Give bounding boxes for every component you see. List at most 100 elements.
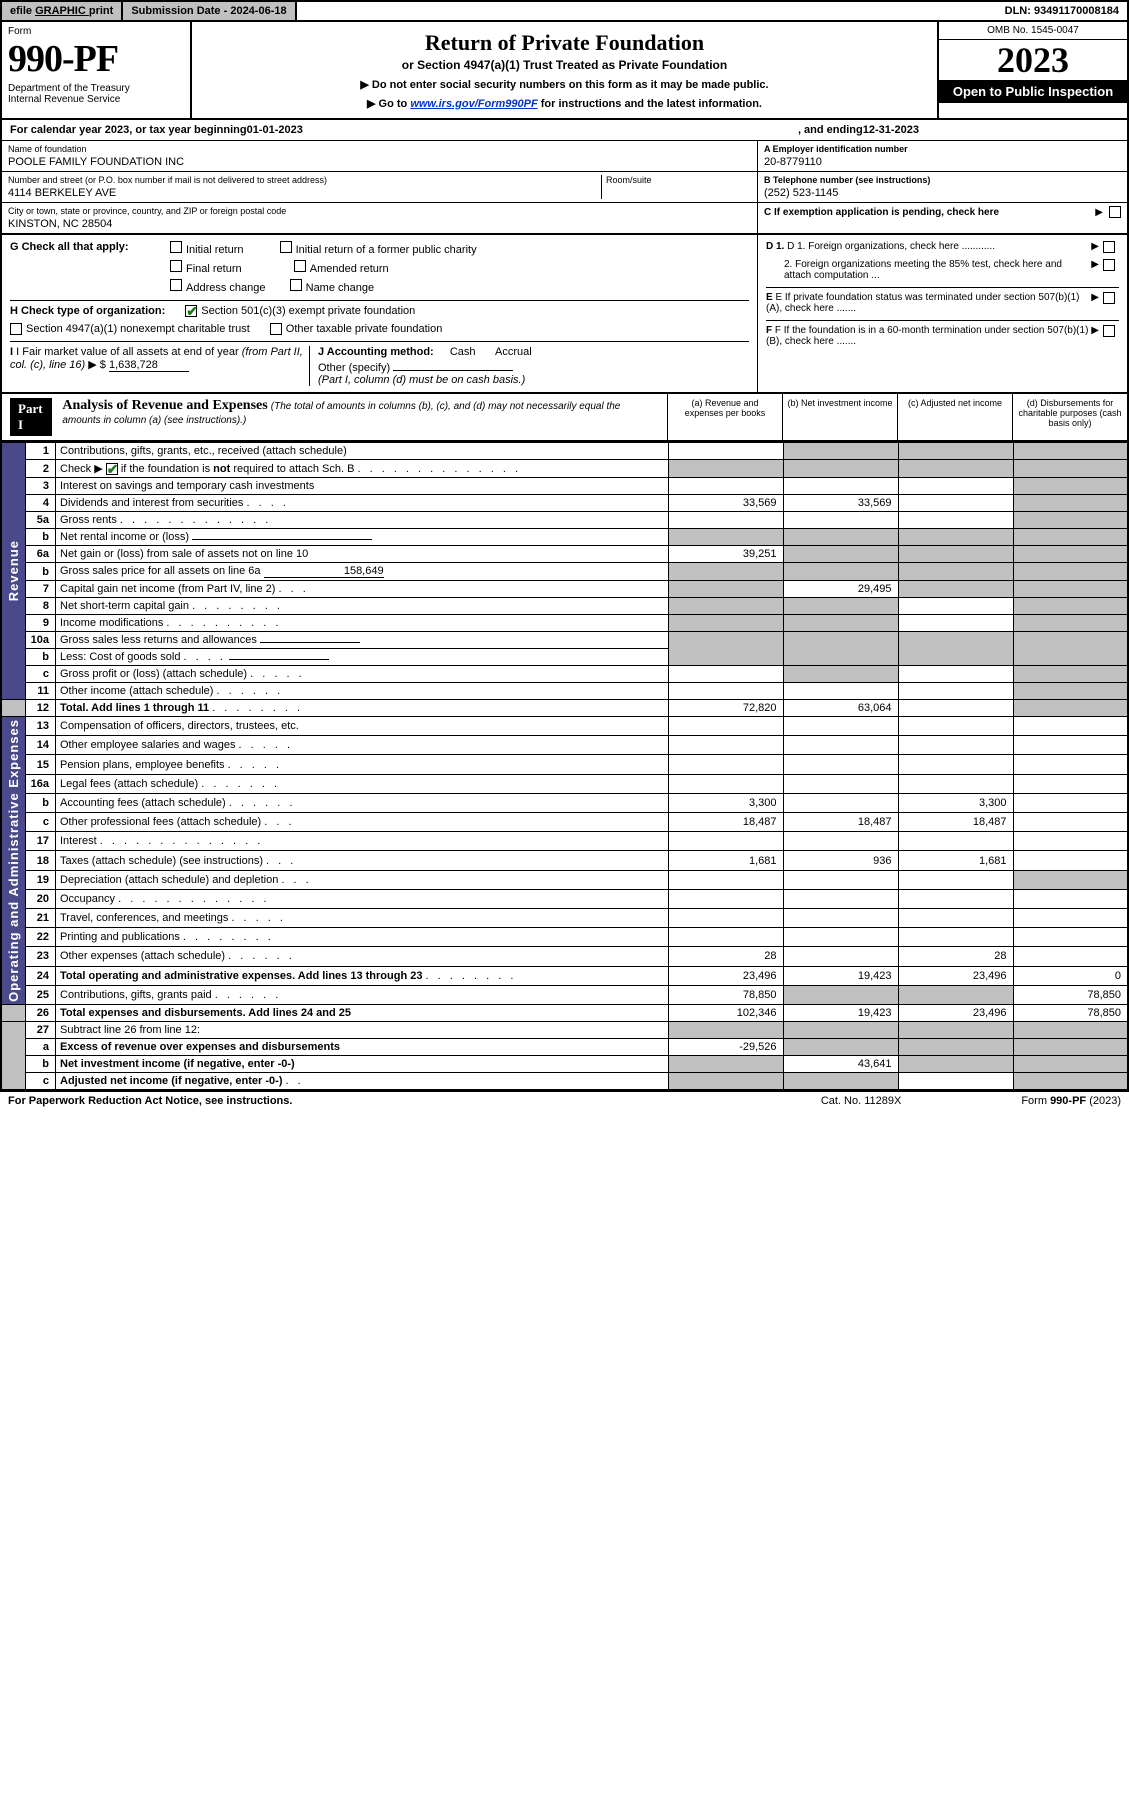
checkbox-other-taxable[interactable] — [270, 323, 282, 335]
row-16b: bAccounting fees (attach schedule) . . .… — [1, 793, 1128, 812]
row-d1: D 1. D 1. Foreign organizations, check h… — [766, 241, 1119, 253]
checkbox-section: G Check all that apply: Initial return I… — [0, 235, 1129, 394]
form-number: 990-PF — [8, 37, 184, 81]
col-c-header: (c) Adjusted net income — [897, 394, 1012, 440]
city-cell: City or town, state or province, country… — [2, 203, 757, 233]
open-to-public: Open to Public Inspection — [939, 80, 1127, 103]
expenses-side-label: Operating and Administrative Expenses — [6, 719, 21, 1002]
row-16a: 16aLegal fees (attach schedule) . . . . … — [1, 774, 1128, 793]
checkbox-foreign[interactable] — [1103, 241, 1115, 253]
note-goto: ▶ Go to www.irs.gov/Form990PF for instru… — [200, 97, 929, 110]
col-a-header: (a) Revenue and expenses per books — [667, 394, 782, 440]
header-mid: Return of Private Foundation or Section … — [192, 22, 937, 118]
row-8: 8Net short-term capital gain . . . . . .… — [1, 598, 1128, 615]
row-e: E E If private foundation status was ter… — [766, 287, 1119, 314]
checkbox-60month[interactable] — [1103, 325, 1115, 337]
street-address: 4114 BERKELEY AVE — [8, 185, 601, 199]
checkbox-final-return[interactable] — [170, 260, 182, 272]
col-d-note: (Part I, column (d) must be on cash basi… — [318, 374, 749, 386]
foundation-name-cell: Name of foundation POOLE FAMILY FOUNDATI… — [2, 141, 757, 172]
row-d2: 2. Foreign organizations meeting the 85%… — [766, 259, 1119, 281]
part1-header: Part I Analysis of Revenue and Expenses … — [0, 394, 1129, 442]
row-15: 15Pension plans, employee benefits . . .… — [1, 755, 1128, 774]
paperwork-notice: For Paperwork Reduction Act Notice, see … — [8, 1095, 292, 1107]
ty-end: 12-31-2023 — [863, 124, 919, 136]
row-4: 4Dividends and interest from securities … — [1, 495, 1128, 512]
col-b-header: (b) Net investment income — [782, 394, 897, 440]
row-24: 24Total operating and administrative exp… — [1, 966, 1128, 985]
part1-label: Part I — [10, 398, 52, 436]
row-h: H Check type of organization: Section 50… — [10, 300, 749, 317]
fmv-value: 1,638,728 — [109, 359, 189, 372]
ein-cell: A Employer identification number 20-8779… — [758, 141, 1127, 172]
calendar-year-row: For calendar year 2023, or tax year begi… — [0, 120, 1129, 140]
note-ssn: ▶ Do not enter social security numbers o… — [200, 78, 929, 91]
col-d-header: (d) Disbursements for charitable purpose… — [1012, 394, 1127, 440]
row-19: 19Depreciation (attach schedule) and dep… — [1, 870, 1128, 889]
checkbox-85pct[interactable] — [1103, 259, 1115, 271]
telephone-cell: B Telephone number (see instructions) (2… — [758, 172, 1127, 203]
page-footer: For Paperwork Reduction Act Notice, see … — [0, 1091, 1129, 1110]
irs-link[interactable]: www.irs.gov/Form990PF — [410, 98, 537, 110]
row-6a: 6aNet gain or (loss) from sale of assets… — [1, 546, 1128, 563]
header-left: Form 990-PF Department of the Treasury I… — [2, 22, 192, 118]
city-state-zip: KINSTON, NC 28504 — [8, 216, 751, 230]
address-cell: Number and street (or P.O. box number if… — [2, 172, 757, 203]
checkbox-name-change[interactable] — [290, 279, 302, 291]
row-f: F F If the foundation is in a 60-month t… — [766, 320, 1119, 347]
checkbox-initial-return[interactable] — [170, 241, 182, 253]
row-23: 23Other expenses (attach schedule) . . .… — [1, 947, 1128, 966]
checkbox-amended-return[interactable] — [294, 260, 306, 272]
row-g: G Check all that apply: Initial return I… — [10, 241, 749, 294]
row-5a: 5aGross rents . . . . . . . . . . . . . — [1, 512, 1128, 529]
form-header: Form 990-PF Department of the Treasury I… — [0, 22, 1129, 120]
ein: 20-8779110 — [764, 154, 1121, 168]
checkbox-address-change[interactable] — [170, 279, 182, 291]
exemption-pending-cell: C If exemption application is pending, c… — [758, 203, 1127, 221]
row-ij: I I Fair market value of all assets at e… — [10, 341, 749, 386]
row-26: 26Total expenses and disbursements. Add … — [1, 1004, 1128, 1021]
top-bar: efile GRAPHIC print Submission Date - 20… — [0, 0, 1129, 22]
room-label: Room/suite — [606, 175, 751, 185]
row-12: 12Total. Add lines 1 through 11 . . . . … — [1, 700, 1128, 717]
catalog-number: Cat. No. 11289X — [821, 1095, 902, 1107]
efile-print-link[interactable]: efile GRAPHIC print — [2, 2, 121, 20]
ty-begin: 01-01-2023 — [247, 124, 303, 136]
checkbox-exemption[interactable] — [1109, 206, 1121, 218]
row-21: 21Travel, conferences, and meetings . . … — [1, 908, 1128, 927]
entity-info: Name of foundation POOLE FAMILY FOUNDATI… — [0, 140, 1129, 235]
arrow-icon: ▶ — [1095, 207, 1103, 218]
submission-date: Submission Date - 2024-06-18 — [121, 2, 296, 20]
row-27b: bNet investment income (if negative, ent… — [1, 1055, 1128, 1072]
telephone: (252) 523-1145 — [764, 185, 1121, 199]
row-22: 22Printing and publications . . . . . . … — [1, 928, 1128, 947]
dln: DLN: 93491170008184 — [997, 2, 1127, 20]
checkbox-terminated[interactable] — [1103, 292, 1115, 304]
row-17: 17Interest . . . . . . . . . . . . . . — [1, 832, 1128, 851]
omb-number: OMB No. 1545-0047 — [939, 22, 1127, 40]
row-27a: aExcess of revenue over expenses and dis… — [1, 1038, 1128, 1055]
checkbox-501c3[interactable] — [185, 305, 197, 317]
department: Department of the Treasury Internal Reve… — [8, 83, 184, 105]
header-right: OMB No. 1545-0047 2023 Open to Public In… — [937, 22, 1127, 118]
row-18: 18Taxes (attach schedule) (see instructi… — [1, 851, 1128, 870]
foundation-name: POOLE FAMILY FOUNDATION INC — [8, 154, 751, 168]
row-h2: Section 4947(a)(1) nonexempt charitable … — [10, 323, 749, 335]
row-20: 20Occupancy . . . . . . . . . . . . . — [1, 889, 1128, 908]
row-5b: bNet rental income or (loss) — [1, 529, 1128, 546]
row-10c: cGross profit or (loss) (attach schedule… — [1, 666, 1128, 683]
part1-table: Revenue 1Contributions, gifts, grants, e… — [0, 442, 1129, 1091]
checkbox-initial-former[interactable] — [280, 241, 292, 253]
row-9: 9Income modifications . . . . . . . . . … — [1, 615, 1128, 632]
row-11: 11Other income (attach schedule) . . . .… — [1, 683, 1128, 700]
row-3: 3Interest on savings and temporary cash … — [1, 478, 1128, 495]
checkbox-schb[interactable] — [106, 463, 118, 475]
revenue-side-label: Revenue — [6, 540, 21, 601]
row-7: 7Capital gain net income (from Part IV, … — [1, 581, 1128, 598]
form-label: Form — [8, 26, 184, 37]
row-6b: bGross sales price for all assets on lin… — [1, 563, 1128, 581]
checkbox-4947[interactable] — [10, 323, 22, 335]
row-14: 14Other employee salaries and wages . . … — [1, 736, 1128, 755]
row-13: Operating and Administrative Expenses 13… — [1, 717, 1128, 736]
form-title: Return of Private Foundation — [200, 30, 929, 56]
